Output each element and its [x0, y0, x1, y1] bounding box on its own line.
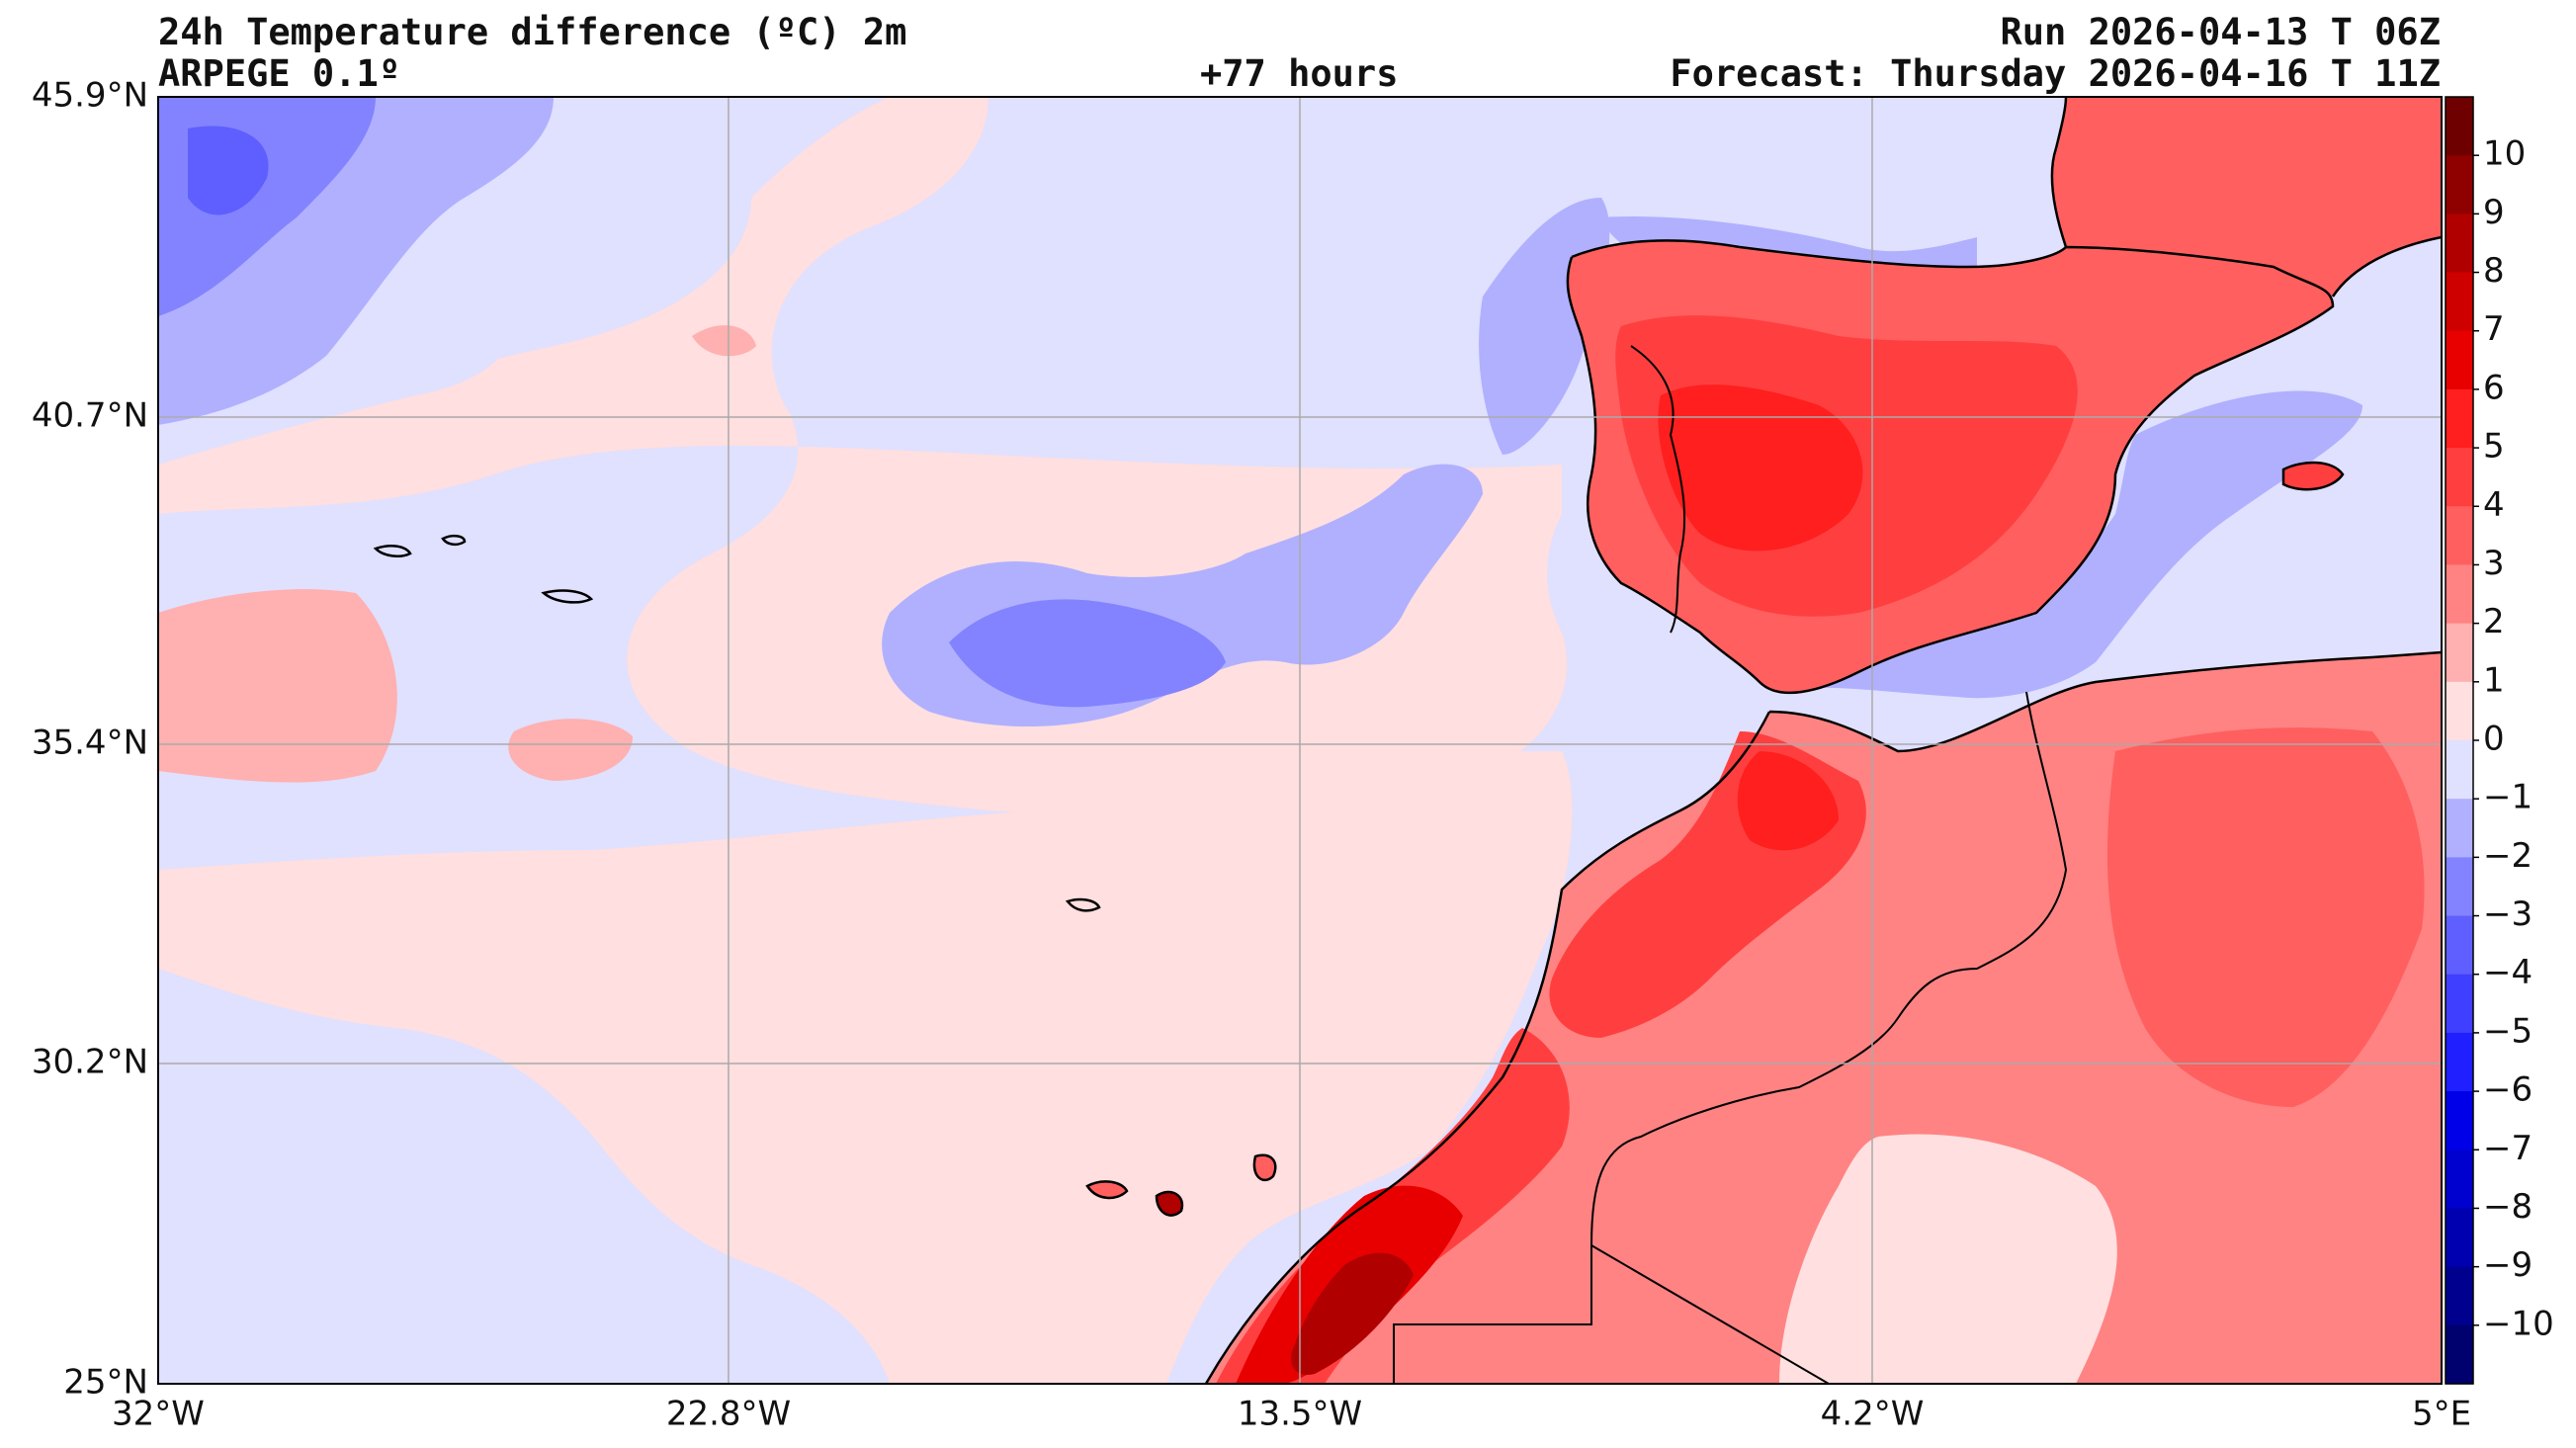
colorbar-swatch	[2446, 1091, 2473, 1150]
colorbar-label: 3	[2483, 544, 2505, 583]
colorbar-swatch	[2446, 1266, 2473, 1326]
warm-sardinia	[2283, 463, 2343, 490]
lead-time-label: +77 hours	[1200, 52, 1399, 95]
colorbar-swatch	[2446, 1150, 2473, 1210]
cool-south-land	[1779, 1134, 2117, 1384]
model-label: ARPEGE 0.1º	[158, 52, 401, 95]
coastlines	[373, 97, 2442, 1384]
map-frame	[157, 96, 2443, 1385]
colorbar-label: 7	[2483, 309, 2505, 349]
colorbar-label: −1	[2483, 778, 2533, 817]
colorbar-label: −6	[2483, 1070, 2533, 1110]
warm-algeria	[2106, 727, 2425, 1107]
coastline-canary-1	[1155, 1190, 1184, 1217]
colorbar-swatch	[2446, 915, 2473, 976]
forecast-label: Forecast: Thursday 2026-04-16 T 11Z	[1670, 52, 2441, 95]
colorbar-swatch	[2446, 799, 2473, 858]
coastline-canary-2	[1085, 1180, 1129, 1200]
colorbar-label: −9	[2483, 1245, 2533, 1285]
lat-label: 35.4°N	[32, 724, 148, 763]
colorbar-label: −4	[2483, 953, 2533, 992]
warm-sahara-dark	[1291, 1252, 1414, 1375]
canary-island-1	[1157, 1191, 1182, 1216]
lon-label: 32°W	[112, 1395, 205, 1434]
colorbar-label: −10	[2483, 1304, 2554, 1343]
coastline-balearic	[2281, 461, 2345, 491]
colorbar-label: 9	[2483, 193, 2505, 232]
warm-patch-1	[158, 589, 397, 783]
border-morocco-algeria	[1393, 691, 2068, 1384]
coastline-africa	[1204, 650, 2442, 1384]
coastline-azores-3	[441, 534, 467, 547]
border-portugal-spain	[1630, 345, 1686, 634]
colorbar-label: 1	[2483, 660, 2505, 700]
lon-label: 22.8°W	[666, 1395, 791, 1434]
latitude-axis: 45.9°N 40.7°N 35.4°N 30.2°N 25°N	[32, 76, 148, 1403]
lat-label: 45.9°N	[32, 76, 148, 116]
warm-ocean-northstrip	[158, 323, 514, 465]
coastline-iberia	[1566, 239, 2335, 695]
cold-core-dark	[188, 126, 269, 215]
lat-label: 30.2°N	[32, 1043, 148, 1082]
coastline-france	[2050, 97, 2442, 298]
colorbar-label: −3	[2483, 894, 2533, 934]
colorbar-label: −8	[2483, 1187, 2533, 1227]
lon-label: 4.2°W	[1821, 1395, 1925, 1434]
colorbar-label: 4	[2483, 485, 2505, 525]
colorbar-label: 5	[2483, 427, 2505, 467]
lon-label: 5°E	[2412, 1395, 2471, 1434]
coastline-azores-2	[373, 545, 412, 557]
colorbar-swatch	[2446, 330, 2473, 390]
colorbar-swatch	[2446, 448, 2473, 507]
colorbar-label: −2	[2483, 836, 2533, 876]
colorbar-label: 8	[2483, 251, 2505, 291]
lat-label: 40.7°N	[32, 396, 148, 436]
cold-med	[1779, 390, 2362, 699]
colorbar-swatch	[2446, 213, 2473, 274]
lat-label: 25°N	[63, 1363, 148, 1403]
colorbar-label: 0	[2483, 720, 2505, 759]
colorbar-swatch	[2446, 681, 2473, 741]
colorbar-label: −5	[2483, 1011, 2533, 1051]
cold-med-east	[2278, 485, 2442, 647]
temperature-field	[158, 97, 2442, 1384]
longitude-axis: 32°W 22.8°W 13.5°W 4.2°W 5°E	[112, 1395, 2471, 1434]
colorbar-swatch	[2446, 974, 2473, 1034]
border-mauritania	[1590, 1244, 1830, 1384]
map-title: 24h Temperature difference (ºC) 2m	[158, 11, 907, 53]
coastline-canary-3	[1252, 1153, 1277, 1182]
colorbar-swatch	[2446, 740, 2473, 800]
colorbar-label: −7	[2483, 1129, 2533, 1168]
colorbar-swatch	[2446, 97, 2473, 156]
colorbar-label: 6	[2483, 368, 2505, 407]
warm-ocean-south	[158, 751, 1573, 1384]
colorbar-swatch	[2446, 1032, 2473, 1092]
colorbar-swatch	[2446, 623, 2473, 683]
warm-morocco-hot	[1737, 751, 1839, 851]
warm-patch-2	[508, 719, 633, 781]
warm-france	[2051, 97, 2442, 297]
colorbar-label: 10	[2483, 134, 2526, 174]
colorbar-swatch	[2446, 155, 2473, 214]
colorbar-label: 2	[2483, 602, 2505, 641]
colorbar-swatch	[2446, 1208, 2473, 1268]
canary-island-3	[1253, 1154, 1276, 1180]
colorbar-swatch	[2446, 272, 2473, 332]
cold-central-core	[949, 599, 1226, 708]
colorbar-swatch	[2446, 1324, 2473, 1385]
graticule	[158, 97, 2442, 1384]
borders	[1393, 345, 2068, 1384]
coastline-madeira	[1065, 897, 1101, 912]
coastline-azores-1	[541, 589, 594, 604]
lon-label: 13.5°W	[1238, 1395, 1362, 1434]
warm-iberia-hot	[1658, 384, 1863, 552]
colorbar-swatch	[2446, 506, 2473, 566]
colorbar-swatch	[2446, 388, 2473, 449]
warm-patch-3	[692, 325, 756, 357]
colorbar-swatch	[2446, 857, 2473, 917]
colorbar-swatch	[2446, 564, 2473, 625]
run-label: Run 2026-04-13 T 06Z	[2000, 11, 2441, 53]
